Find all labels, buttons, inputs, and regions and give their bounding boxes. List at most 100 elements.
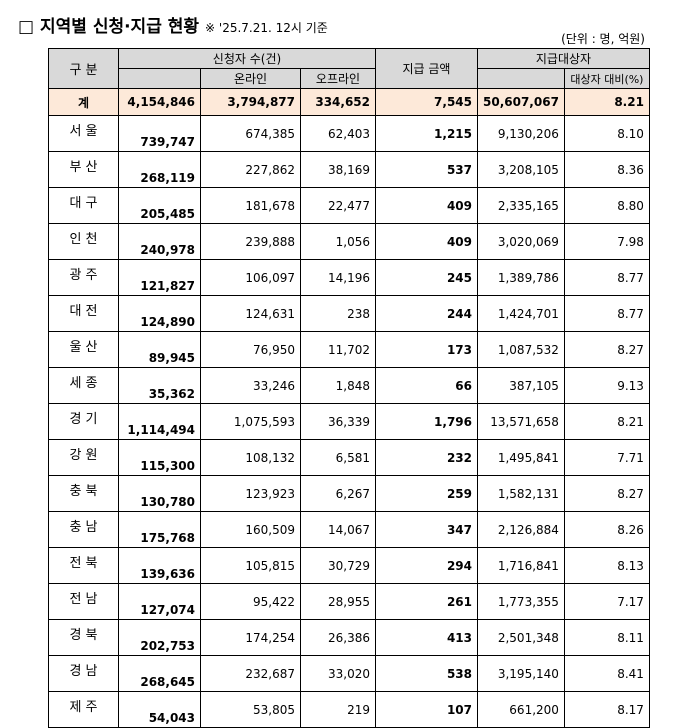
table-cell: 충 남	[48, 511, 119, 548]
table-cell: 강 원	[48, 439, 119, 476]
table-cell: 62,403	[300, 115, 376, 152]
table-cell: 9.13	[563, 367, 650, 404]
table-row: 대 전 124,890 124,631 238 244 1,424,701 8.77	[48, 295, 650, 332]
table-row: 경 기 1,114,494 1,075,593 36,339 1,796 13,571,6…	[48, 403, 650, 440]
table-cell: 4,154,846	[118, 88, 201, 116]
table-cell: 739,747	[118, 115, 201, 152]
table-cell: 제 주	[48, 691, 119, 728]
header-cell: 신청자 수(건)	[118, 48, 376, 69]
header-cell	[477, 68, 565, 89]
table-cell: 22,477	[300, 187, 376, 224]
table-cell: 인 천	[48, 223, 119, 260]
table-cell: 121,827	[118, 259, 201, 296]
table-cell: 1,495,841	[477, 439, 565, 476]
header-cell: 구 분	[48, 48, 119, 89]
table-cell: 232,687	[200, 655, 301, 692]
table-cell: 108,132	[200, 439, 301, 476]
table-cell: 537	[375, 151, 478, 188]
table-cell: 3,208,105	[477, 151, 565, 188]
table-cell: 294	[375, 547, 478, 584]
table-cell: 7.71	[563, 439, 650, 476]
table-cell: 409	[375, 187, 478, 224]
table-cell: 계	[48, 88, 119, 116]
table-cell: 8.26	[563, 511, 650, 548]
table-row: 부 산 268,119 227,862 38,169 537 3,208,105 8.36	[48, 151, 650, 188]
table-cell: 3,020,069	[477, 223, 565, 260]
table-cell: 3,794,877	[200, 88, 301, 116]
table-cell: 8.27	[563, 331, 650, 368]
table-cell: 76,950	[200, 331, 301, 368]
table-cell: 30,729	[300, 547, 376, 584]
table-cell: 53,805	[200, 691, 301, 728]
table-cell: 33,020	[300, 655, 376, 692]
table-cell: 674,385	[200, 115, 301, 152]
table-cell: 1,582,131	[477, 475, 565, 512]
table-cell: 2,335,165	[477, 187, 565, 224]
table-cell: 181,678	[200, 187, 301, 224]
header-cell: 온라인	[200, 68, 301, 89]
header-cell: 지급 금액	[375, 48, 478, 89]
table-cell: 8.36	[563, 151, 650, 188]
table-cell: 268,645	[118, 655, 201, 692]
table-row: 대 구 205,485 181,678 22,477 409 2,335,165 8.80	[48, 187, 650, 224]
table-cell: 160,509	[200, 511, 301, 548]
table-cell: 전 북	[48, 547, 119, 584]
table-cell: 부 산	[48, 151, 119, 188]
table-cell: 8.17	[563, 691, 650, 728]
table-cell: 259	[375, 475, 478, 512]
table-cell: 261	[375, 583, 478, 620]
table-cell: 8.80	[563, 187, 650, 224]
table-row: 인 천 240,978 239,888 1,056 409 3,020,069 7.98	[48, 223, 650, 260]
table-row: 울 산 89,945 76,950 11,702 173 1,087,532 8.27	[48, 331, 650, 368]
table-cell: 7.98	[563, 223, 650, 260]
table-cell: 14,067	[300, 511, 376, 548]
table-cell: 8.77	[563, 295, 650, 332]
table-cell: 26,386	[300, 619, 376, 656]
table-cell: 35,362	[118, 367, 201, 404]
table-cell: 2,126,884	[477, 511, 565, 548]
table-cell: 661,200	[477, 691, 565, 728]
note: ※ '25.7.21. 12시 기준	[205, 21, 328, 35]
table-cell: 광 주	[48, 259, 119, 296]
unit: (단위 : 명, 억원)	[561, 32, 645, 46]
table-cell: 105,815	[200, 547, 301, 584]
table-cell: 240,978	[118, 223, 201, 260]
table-cell: 7,545	[375, 88, 478, 116]
table-cell: 8.21	[563, 403, 650, 440]
table-cell: 130,780	[118, 475, 201, 512]
table-row: 충 남 175,768 160,509 14,067 347 2,126,884 8.26	[48, 511, 650, 548]
table-cell: 14,196	[300, 259, 376, 296]
table: 구 분 신청자 수(건) 지급 금액 지급대상자 온라인 오프라인 대상자 대비…	[48, 48, 650, 728]
table-cell: 50,607,067	[477, 88, 565, 116]
table-cell: 173	[375, 331, 478, 368]
table-cell: 38,169	[300, 151, 376, 188]
table-cell: 127,074	[118, 583, 201, 620]
table-cell: 대 구	[48, 187, 119, 224]
page: □ 지역별 신청·지급 현황 ※ '25.7.21. 12시 기준 (단위 : 명…	[18, 12, 650, 728]
table-cell: 7.17	[563, 583, 650, 620]
table-cell: 대 전	[48, 295, 119, 332]
table-cell: 8.77	[563, 259, 650, 296]
table-cell: 232	[375, 439, 478, 476]
table-cell: 205,485	[118, 187, 201, 224]
table-row: 경 남 268,645 232,687 33,020 538 3,195,140 8.41	[48, 655, 650, 692]
table-cell: 538	[375, 655, 478, 692]
table-cell: 8.41	[563, 655, 650, 692]
table-cell: 경 기	[48, 403, 119, 440]
table-cell: 33,246	[200, 367, 301, 404]
table-cell: 202,753	[118, 619, 201, 656]
header-row: 온라인 오프라인 대상자 대비(%)	[49, 68, 650, 89]
table-cell: 경 북	[48, 619, 119, 656]
table-cell: 245	[375, 259, 478, 296]
table-cell: 세 종	[48, 367, 119, 404]
table-row: 경 북 202,753 174,254 26,386 413 2,501,348 8.11	[48, 619, 650, 656]
table-cell: 219	[300, 691, 376, 728]
title: □ 지역별 신청·지급 현황 ※ '25.7.21. 12시 기준	[18, 12, 328, 37]
table-cell: 95,422	[200, 583, 301, 620]
table-cell: 409	[375, 223, 478, 260]
table-row: 계 4,154,846 3,794,877 334,652 7,545 50,607,06…	[48, 88, 650, 116]
table-cell: 387,105	[477, 367, 565, 404]
table-cell: 1,848	[300, 367, 376, 404]
table-cell: 8.11	[563, 619, 650, 656]
table-cell: 115,300	[118, 439, 201, 476]
